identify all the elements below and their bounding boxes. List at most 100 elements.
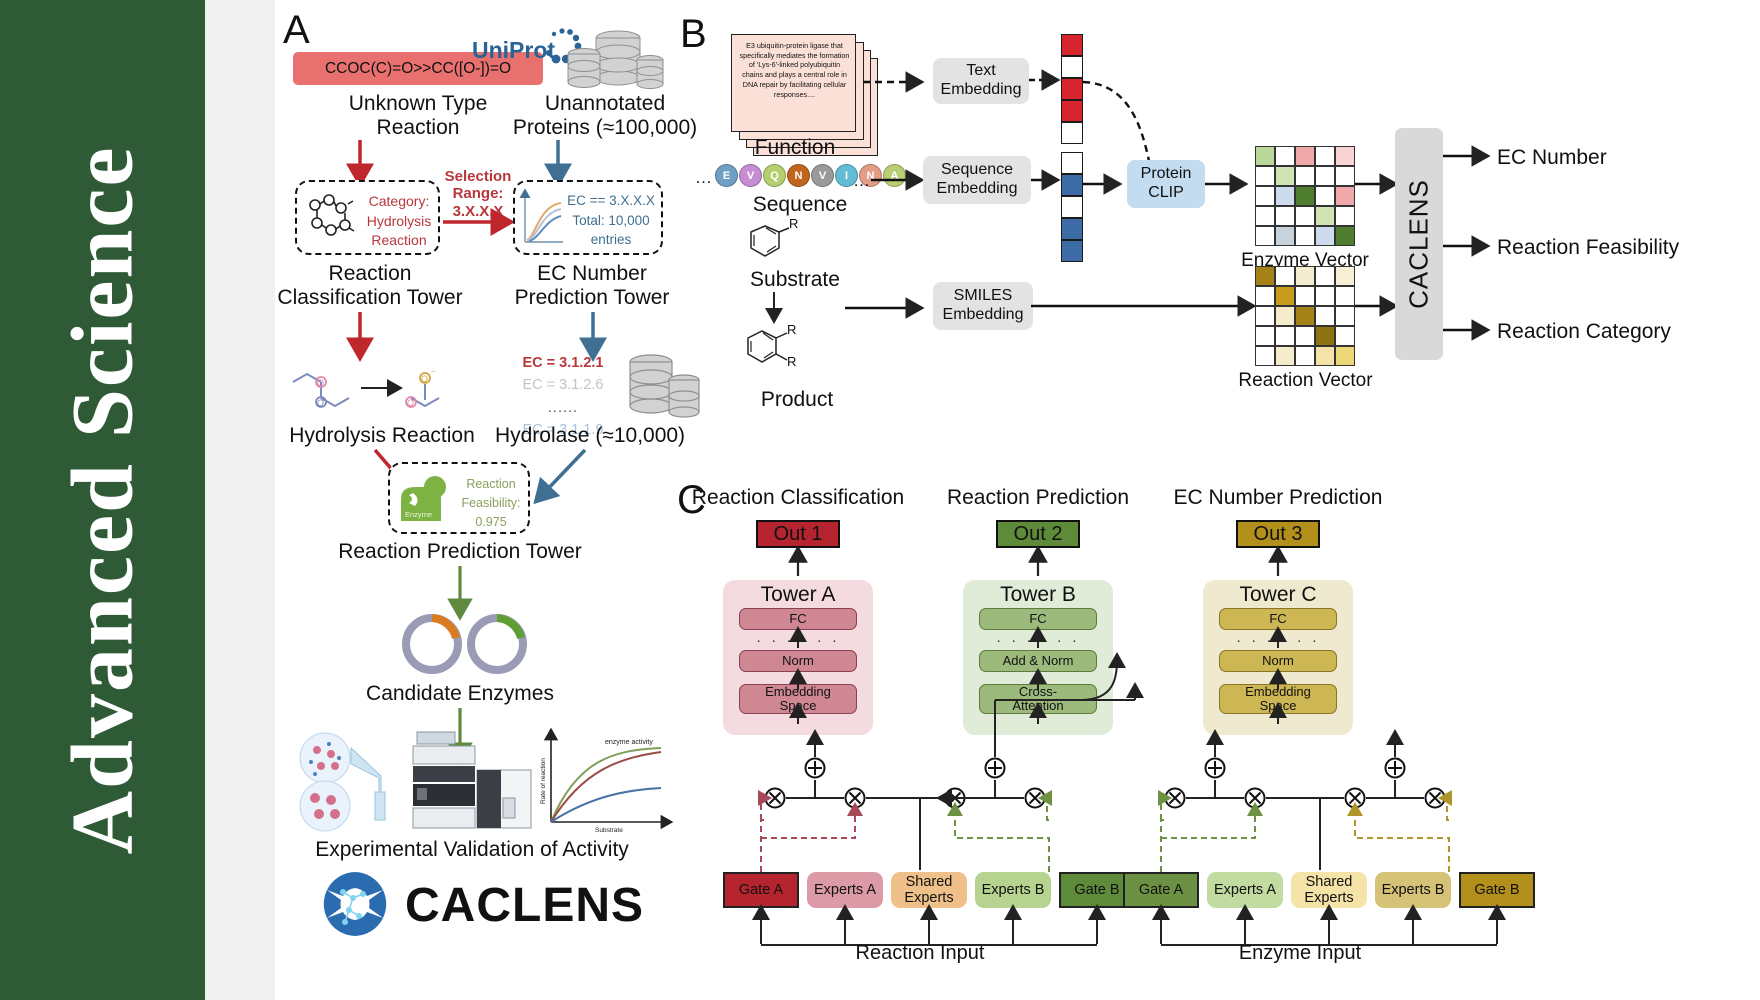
enzyme-matrix-cell [1315,186,1335,206]
sequence-vector-cell [1061,196,1083,218]
smiles-embedding-block: SMILES Embedding [933,282,1033,330]
ec-number-box: EC == 3.X.X.X Total: 10,000 entries [513,180,663,255]
add-operator-icon [984,757,1006,779]
svg-text:R: R [789,216,798,231]
tower-output-box: Out 1 [756,520,840,548]
caclens-wordmark: CACLENS [405,879,645,932]
tower-title: Tower C [1239,583,1317,606]
enzyme-matrix-cell [1335,146,1355,166]
tower-layer: Embedding Space [1219,684,1337,714]
enzyme-matrix-cell [1295,146,1315,166]
enzyme-matrix-cell [1275,146,1295,166]
reaction-matrix-cell [1335,346,1355,366]
enzyme-matrix-cell [1255,166,1275,186]
text-vector-cell [1061,56,1083,78]
add-operator-icon [1204,757,1226,779]
arrow-input-to-moe [1488,904,1506,944]
kinetics-y-label: Rate of reaction [540,758,547,804]
moe-expert-box: Shared Experts [891,872,967,908]
moe-gate-box: Gate A [723,872,799,908]
text-vector-cell [1061,122,1083,144]
multiply-operator-icon [1424,787,1446,809]
enzyme-matrix-cell [1275,206,1295,226]
function-card-text: E3 ubiquitin-protein ligase that specifi… [739,41,850,99]
tower-title: Tower B [1000,583,1076,606]
sequence-residue: N [859,164,882,187]
label-function: Function [754,136,836,159]
text-vector-cell [1061,100,1083,122]
arrow-tower-internal [1029,668,1047,690]
reaction-matrix-cell [1335,286,1355,306]
section-title: Reaction Prediction [946,486,1130,509]
output-reaction-feasibility: Reaction Feasibility [1497,236,1680,259]
caption-hydrolase: Hydrolase (≈10,000) [494,424,686,447]
text-embedding-vector [1061,34,1083,144]
caption-hydrolysis-reaction: Hydrolysis Reaction [289,424,475,447]
output-ec-number: EC Number [1497,146,1607,169]
svg-text:UniProt: UniProt [472,37,555,63]
hplc-instrument-icon [412,731,532,829]
feasibility-text: Reaction Feasibility: 0.975 [461,477,521,529]
tower-layer: Norm [739,650,857,672]
molecule-icon [309,194,355,236]
arrow-input-to-moe [1404,904,1422,944]
moe-gate-box: Gate A [1123,872,1199,908]
svg-text:O: O [317,378,324,388]
svg-text:O: O [317,398,324,408]
tower-layer: Norm [1219,650,1337,672]
enzyme-matrix-cell [1315,206,1335,226]
sequence-residue: Q [763,164,786,187]
arrow-tower-internal [789,668,807,690]
enzyme-matrix-cell [1335,166,1355,186]
svg-text:O: O [421,374,428,384]
label-enzyme-vector: Enzyme Vector [1241,250,1369,271]
reaction-matrix-cell [1315,346,1335,366]
moe-expert-box: Experts B [1375,872,1451,908]
enzyme-matrix-cell [1275,226,1295,246]
arrow-tower-internal [1029,702,1047,724]
arrow-out-reaction-feasibility [1443,235,1491,257]
reaction-matrix-cell [1315,266,1335,286]
reaction-feasibility-box: Enzyme Reaction Feasibility: 0.975 [388,462,530,534]
enzyme-matrix-cell [1335,186,1355,206]
reaction-matrix-cell [1255,326,1275,346]
reaction-vector-matrix [1255,266,1355,366]
function-card-front: E3 ubiquitin-protein ligase that specifi… [731,34,856,132]
arrow-a5 [447,708,473,765]
panel-b-letter: B [680,12,707,56]
tower-output-box: Out 3 [1236,520,1320,548]
selection-range-label: Selection Range: 3.X.X.X [444,168,512,220]
arrow-tower-internal [1269,668,1287,690]
arrow-function-to-text-emb [863,71,925,93]
arrow-input-to-moe [752,904,770,944]
sequence-vector-cell [1061,218,1083,240]
enzyme-matrix-cell [1255,146,1275,166]
hydrolysis-scheme: O O O − O [292,367,440,408]
arrow-input-to-moe [1152,904,1170,944]
tower-layer: FC [1219,608,1337,630]
arrow-text-vector-to-clip [1082,80,1162,192]
enzyme-matrix-cell [1255,206,1275,226]
caption-candidate-enzymes: Candidate Enzymes [366,682,554,705]
moe-input-bus [761,944,1097,946]
enzyme-matrix-cell [1275,166,1295,186]
caption-reaction-prediction-tower: Reaction Prediction Tower [338,540,582,563]
database-cylinders [629,354,700,418]
arrow-tower-internal [789,702,807,724]
arrow-sequence-to-seq-emb: … [853,169,925,191]
journal-title: Advanced Science [54,145,151,855]
arrow-tower-internal [1269,702,1287,724]
arrow-input-to-moe [1088,904,1106,944]
svg-text:O: O [407,398,414,408]
reaction-matrix-cell [1275,286,1295,306]
sequence-vector-cell [1061,174,1083,196]
reaction-matrix-cell [1315,286,1335,306]
caption-unannotated-proteins: Unannotated Proteins (≈100,000) [512,92,698,139]
page-gutter [205,0,275,1000]
figure-sheet: A CCOC(C)=O>>CC([O-])=O UniProt Unknown … [275,0,1760,1000]
reaction-matrix-cell [1295,306,1315,326]
label-reaction-input: Reaction Input [855,942,985,964]
reaction-category-text: Category: Hydrolysis Reaction [366,193,432,249]
kinetics-x-label: Substrate [595,827,623,834]
sequence-vector-cell [1061,152,1083,174]
